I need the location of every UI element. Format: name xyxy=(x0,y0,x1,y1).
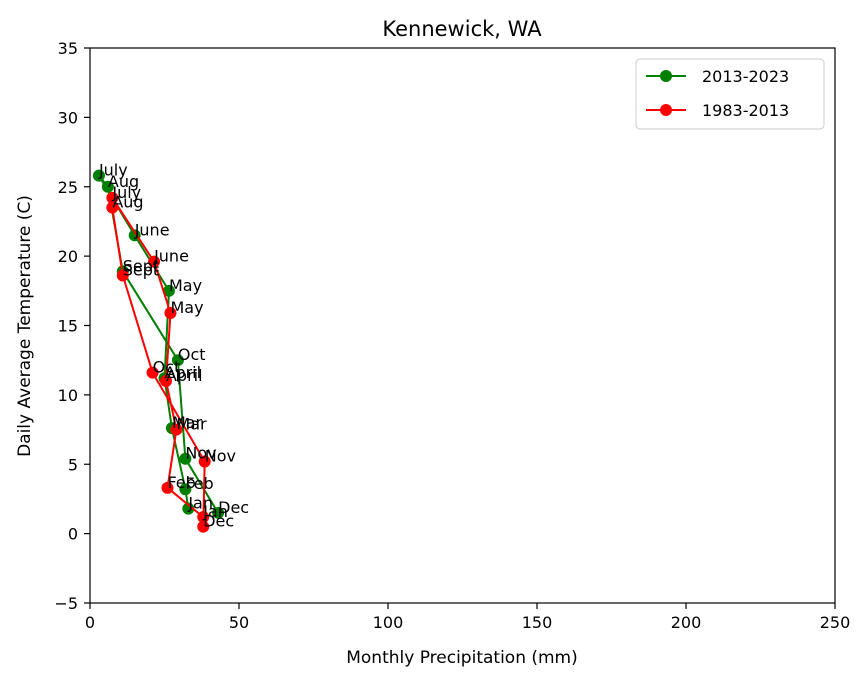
point-label: Feb xyxy=(185,474,213,493)
data-point-1983-2013 xyxy=(159,375,172,387)
point-label: Aug xyxy=(108,172,139,191)
legend-marker-2013-2023 xyxy=(660,70,672,82)
point-label: Mar xyxy=(172,413,203,432)
x-tick-label: 200 xyxy=(671,613,702,632)
data-point-1983-2013 xyxy=(170,423,183,436)
data-point-2013-2023 xyxy=(179,452,192,465)
point-label: Sept xyxy=(123,256,159,275)
x-tick-label: 150 xyxy=(522,613,553,632)
y-tick-label: 35 xyxy=(58,39,78,58)
y-tick-label: 25 xyxy=(58,178,78,197)
data-point-2013-2023 xyxy=(171,354,184,367)
data-point-1983-2013 xyxy=(106,191,119,204)
y-tick-label: 20 xyxy=(58,247,78,266)
x-tick-label: 0 xyxy=(85,613,95,632)
point-label: Oct xyxy=(178,345,206,364)
point-label: Oct xyxy=(153,358,181,377)
point-label: Nov xyxy=(205,446,236,465)
y-tick-label: −5 xyxy=(54,594,78,613)
data-point-2013-2023 xyxy=(212,506,225,519)
point-label: Jan xyxy=(187,494,213,513)
data-point-1983-2013 xyxy=(164,307,177,320)
x-axis-ticks: 0 50 100 150 200 250 xyxy=(85,603,850,632)
x-tick-label: 50 xyxy=(229,613,249,632)
y-tick-label: 10 xyxy=(58,386,78,405)
y-tick-label: 5 xyxy=(68,455,78,474)
data-point-1983-2013 xyxy=(198,455,211,468)
data-point-1983-2013 xyxy=(116,269,129,282)
legend-label-1983-2013: 1983-2013 xyxy=(702,101,789,120)
point-label: April xyxy=(165,363,202,382)
point-label: May xyxy=(169,276,202,295)
data-point-2013-2023 xyxy=(182,502,195,515)
point-label: Nov xyxy=(185,444,216,463)
data-point-1983-2013 xyxy=(148,255,161,268)
point-label: July xyxy=(98,161,128,180)
point-label: Dec xyxy=(218,498,249,517)
data-point-2013-2023 xyxy=(101,180,114,193)
data-point-1983-2013 xyxy=(106,201,119,214)
data-point-1983-2013 xyxy=(161,481,174,494)
point-label: Sept xyxy=(123,261,159,280)
series-line-1983-2013 xyxy=(111,196,206,527)
data-point-1983-2013 xyxy=(197,510,210,523)
point-label: July xyxy=(111,183,141,202)
data-point-2013-2023 xyxy=(162,284,175,297)
y-tick-label: 0 xyxy=(68,525,78,544)
legend: 2013-2023 1983-2013 xyxy=(635,58,825,130)
point-label: June xyxy=(153,247,189,266)
x-axis-label: Monthly Precipitation (mm) xyxy=(346,648,578,668)
point-label: May xyxy=(170,298,203,317)
data-point-2013-2023 xyxy=(92,169,105,182)
chart-title: Kennewick, WA xyxy=(382,17,542,41)
series-layer xyxy=(92,169,225,533)
data-point-1983-2013 xyxy=(197,520,210,533)
y-axis-label: Daily Average Temperature (C) xyxy=(15,195,35,457)
legend-marker-1983-2013 xyxy=(660,104,672,116)
y-axis-ticks: −5 0 5 10 15 20 25 30 35 xyxy=(54,39,90,613)
data-point-1983-2013 xyxy=(146,366,159,379)
point-label: June xyxy=(134,220,170,239)
point-label: April xyxy=(166,366,203,385)
x-tick-label: 250 xyxy=(820,613,851,632)
point-label: Dec xyxy=(203,512,234,531)
point-label: Jan xyxy=(202,502,228,521)
legend-label-2013-2023: 2013-2023 xyxy=(702,67,789,86)
point-labels-layer: JanFebMarAprilMayJuneJulyAugSeptOctNovDe… xyxy=(98,161,249,531)
y-tick-label: 30 xyxy=(58,108,78,127)
point-label: Mar xyxy=(176,415,207,434)
x-tick-label: 100 xyxy=(373,613,404,632)
point-label: Aug xyxy=(112,193,143,212)
data-point-2013-2023 xyxy=(179,483,192,496)
point-label: Feb xyxy=(167,473,195,492)
y-tick-label: 15 xyxy=(58,317,78,336)
